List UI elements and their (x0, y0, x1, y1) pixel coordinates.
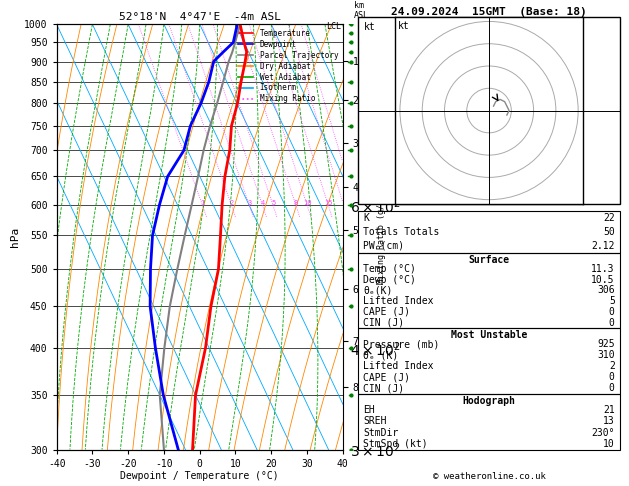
Text: 306: 306 (597, 285, 615, 295)
Text: Most Unstable: Most Unstable (451, 330, 527, 341)
Text: 925: 925 (597, 339, 615, 349)
Text: 0: 0 (609, 372, 615, 382)
Text: 4: 4 (260, 200, 265, 206)
Text: 310: 310 (597, 350, 615, 360)
Bar (358, 394, 620, 450)
Text: PW (cm): PW (cm) (364, 241, 404, 251)
Text: 0: 0 (609, 383, 615, 393)
Text: LCL: LCL (326, 22, 341, 31)
Text: 22: 22 (603, 213, 615, 223)
Bar (358, 328, 620, 394)
Text: 1: 1 (201, 200, 205, 206)
Text: Lifted Index: Lifted Index (364, 361, 434, 371)
Text: CIN (J): CIN (J) (364, 383, 404, 393)
Text: 2: 2 (609, 361, 615, 371)
Bar (358, 253, 620, 328)
Text: 10: 10 (303, 200, 311, 206)
Bar (358, 211, 620, 253)
Text: 24.09.2024  15GMT  (Base: 18): 24.09.2024 15GMT (Base: 18) (391, 7, 587, 17)
Text: kt: kt (398, 21, 409, 32)
Text: θₑ(K): θₑ(K) (364, 285, 392, 295)
Text: 3: 3 (247, 200, 252, 206)
Text: © weatheronline.co.uk: © weatheronline.co.uk (433, 472, 545, 481)
Text: Pressure (mb): Pressure (mb) (364, 339, 440, 349)
Text: 50: 50 (603, 227, 615, 237)
Text: 13: 13 (603, 417, 615, 426)
Y-axis label: hPa: hPa (10, 227, 20, 247)
Text: 15: 15 (324, 200, 333, 206)
Text: Surface: Surface (469, 255, 509, 265)
Text: StmDir: StmDir (364, 428, 399, 437)
Text: 230°: 230° (591, 428, 615, 437)
Text: km
ASL: km ASL (354, 0, 369, 20)
Text: Hodograph: Hodograph (462, 396, 516, 406)
Text: 5: 5 (271, 200, 276, 206)
Title: 52°18'N  4°47'E  -4m ASL: 52°18'N 4°47'E -4m ASL (119, 12, 281, 22)
Text: Totals Totals: Totals Totals (364, 227, 440, 237)
Text: Temp (°C): Temp (°C) (364, 264, 416, 274)
Text: 8: 8 (294, 200, 298, 206)
Text: CAPE (J): CAPE (J) (364, 307, 410, 317)
Text: 21: 21 (603, 405, 615, 415)
Text: EH: EH (364, 405, 375, 415)
Text: 0: 0 (609, 307, 615, 317)
Text: 11.3: 11.3 (591, 264, 615, 274)
Text: θₑ (K): θₑ (K) (364, 350, 399, 360)
X-axis label: Dewpoint / Temperature (°C): Dewpoint / Temperature (°C) (120, 471, 279, 481)
Text: 5: 5 (609, 296, 615, 306)
Text: 2: 2 (230, 200, 234, 206)
Bar (358, 17, 620, 204)
Text: Mixing Ratio (g/kg): Mixing Ratio (g/kg) (377, 190, 386, 284)
Text: 10: 10 (603, 439, 615, 449)
Text: SREH: SREH (364, 417, 387, 426)
Text: CAPE (J): CAPE (J) (364, 372, 410, 382)
Text: 10.5: 10.5 (591, 275, 615, 285)
Text: 0: 0 (609, 318, 615, 328)
Text: 2.12: 2.12 (591, 241, 615, 251)
Text: K: K (364, 213, 369, 223)
Text: kt: kt (364, 22, 375, 32)
Text: Dewp (°C): Dewp (°C) (364, 275, 416, 285)
Text: Lifted Index: Lifted Index (364, 296, 434, 306)
Text: CIN (J): CIN (J) (364, 318, 404, 328)
Text: StmSpd (kt): StmSpd (kt) (364, 439, 428, 449)
Legend: Temperature, Dewpoint, Parcel Trajectory, Dry Adiabat, Wet Adiabat, Isotherm, Mi: Temperature, Dewpoint, Parcel Trajectory… (235, 26, 342, 106)
